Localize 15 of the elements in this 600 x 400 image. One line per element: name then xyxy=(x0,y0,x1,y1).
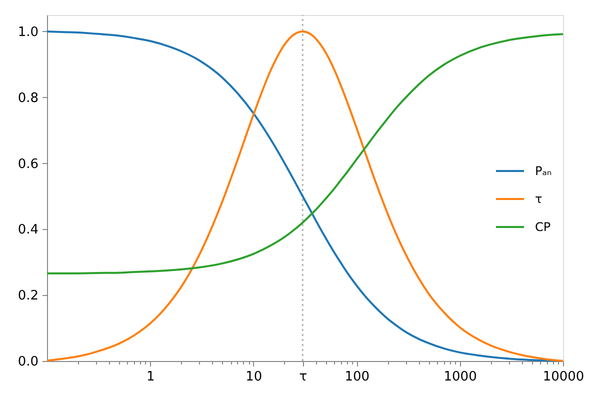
y-tick-label: 0.6 xyxy=(18,156,38,172)
x-tick-label: 1 xyxy=(146,370,155,384)
legend-label: τ xyxy=(535,192,542,206)
legend-label: Pₐₙ xyxy=(535,164,552,178)
y-tick-label: 0.4 xyxy=(18,222,38,238)
x-tick-label: 10000 xyxy=(542,370,584,384)
y-tick-label: 1.0 xyxy=(18,24,38,40)
x-tick-label: 10 xyxy=(246,370,262,384)
legend-label: CP xyxy=(535,220,551,234)
y-tick-label: 0.0 xyxy=(18,354,38,370)
x-tick-label: 1000 xyxy=(444,370,477,384)
y-tick-label: 0.2 xyxy=(18,288,38,304)
x-tick-label: 100 xyxy=(344,370,370,384)
x-tick-label: τ xyxy=(299,370,308,384)
y-tick-label: 0.8 xyxy=(18,90,38,106)
